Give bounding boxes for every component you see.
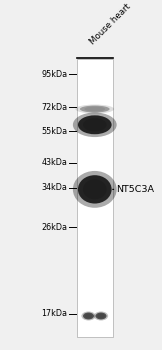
Text: 26kDa: 26kDa [41, 223, 67, 232]
Text: 17kDa: 17kDa [41, 309, 67, 318]
Ellipse shape [84, 107, 105, 111]
Text: 72kDa: 72kDa [41, 103, 67, 112]
Ellipse shape [97, 314, 105, 318]
Ellipse shape [83, 180, 107, 199]
Ellipse shape [96, 313, 107, 320]
Ellipse shape [78, 116, 112, 134]
Text: 34kDa: 34kDa [41, 183, 67, 192]
Ellipse shape [73, 112, 117, 137]
Ellipse shape [80, 106, 110, 112]
Ellipse shape [83, 313, 94, 320]
Ellipse shape [85, 314, 92, 318]
Text: Mouse heart: Mouse heart [88, 2, 133, 46]
Text: 55kDa: 55kDa [41, 127, 67, 135]
Ellipse shape [73, 171, 117, 208]
Ellipse shape [94, 312, 108, 321]
FancyBboxPatch shape [77, 59, 113, 337]
Text: 43kDa: 43kDa [41, 158, 67, 167]
Ellipse shape [81, 312, 96, 321]
Ellipse shape [75, 105, 114, 113]
Text: 95kDa: 95kDa [41, 70, 67, 79]
Ellipse shape [78, 175, 112, 204]
Text: NT5C3A: NT5C3A [116, 185, 154, 194]
Ellipse shape [83, 118, 107, 131]
